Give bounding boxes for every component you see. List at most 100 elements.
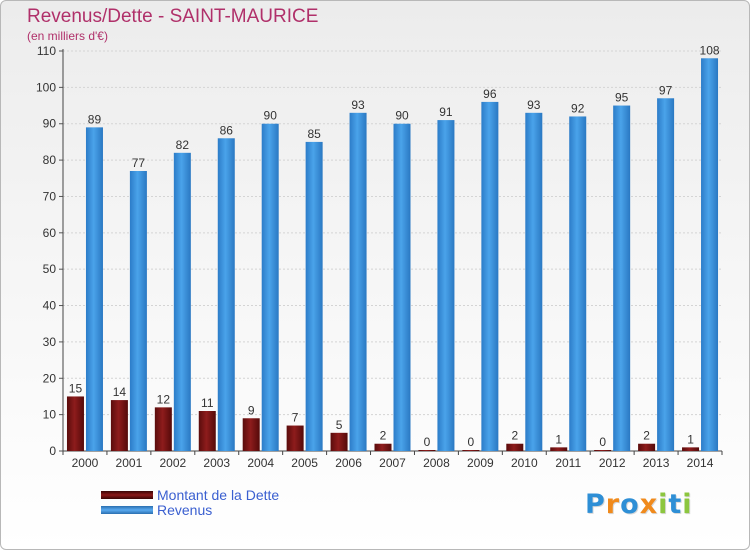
bar-revenus	[85, 127, 103, 451]
bar-dette	[66, 396, 84, 451]
chart-title: Revenus/Dette - SAINT-MAURICE	[27, 6, 319, 27]
bar-revenus	[437, 120, 455, 451]
bar-dette	[462, 450, 480, 451]
data-label-dette: 1	[687, 432, 694, 446]
bar-dette	[198, 411, 216, 451]
bar-revenus	[481, 101, 499, 451]
x-tick-label: 2001	[116, 456, 143, 470]
bar-revenus	[569, 116, 587, 452]
data-label-dette: 12	[157, 392, 171, 406]
data-label-revenus: 82	[176, 138, 190, 152]
y-tick-label: 60	[43, 226, 57, 240]
bar-dette	[110, 400, 128, 451]
x-tick-label: 2004	[247, 456, 274, 470]
y-tick-label: 80	[43, 153, 57, 167]
logo-letter: i	[658, 489, 669, 520]
legend: Montant de la Dette Revenus	[101, 486, 280, 518]
x-tick-label: 2003	[203, 456, 230, 470]
y-tick-label: 20	[43, 371, 57, 385]
bar-dette	[330, 432, 348, 451]
bar-dette	[154, 407, 172, 451]
bar-revenus	[701, 58, 719, 451]
bar-dette	[550, 447, 568, 451]
data-label-revenus: 95	[615, 91, 629, 105]
bar-revenus	[349, 112, 367, 452]
legend-label-dette: Montant de la Dette	[157, 486, 280, 503]
data-label-revenus: 86	[220, 123, 234, 137]
bar-revenus	[173, 152, 191, 451]
data-label-revenus: 90	[395, 109, 409, 123]
data-label-dette: 11	[201, 396, 214, 410]
bar-dette	[594, 450, 612, 451]
data-label-revenus: 93	[527, 98, 541, 112]
data-label-revenus: 85	[307, 127, 321, 141]
data-label-revenus: 93	[351, 98, 365, 112]
data-label-revenus: 92	[571, 101, 585, 115]
bar-revenus	[613, 105, 631, 451]
bar-revenus	[261, 123, 279, 452]
data-label-dette: 15	[69, 381, 83, 395]
data-label-revenus: 91	[439, 105, 453, 119]
y-tick-label: 30	[43, 335, 57, 349]
y-tick-label: 100	[36, 80, 56, 94]
data-label-dette: 5	[336, 418, 343, 432]
legend-item-dette: Montant de la Dette	[101, 486, 280, 503]
bar-revenus	[305, 141, 323, 451]
legend-swatch-revenus	[101, 505, 153, 514]
data-label-dette: 2	[380, 429, 387, 443]
data-label-dette: 0	[424, 435, 431, 449]
data-label-dette: 1	[555, 432, 562, 446]
x-tick-label: 2010	[511, 456, 538, 470]
data-label-revenus: 89	[88, 112, 102, 126]
bar-revenus	[393, 123, 411, 452]
data-label-revenus: 108	[700, 43, 720, 57]
data-label-revenus: 96	[483, 87, 497, 101]
y-tick-label: 50	[43, 262, 57, 276]
legend-item-revenus: Revenus	[101, 501, 279, 518]
data-label-revenus: 97	[659, 83, 673, 97]
chart-subtitle: (en milliers d'€)	[27, 29, 108, 43]
y-tick-label: 110	[37, 44, 56, 58]
bar-revenus	[217, 138, 235, 452]
data-label-dette: 0	[468, 435, 475, 449]
x-tick-label: 2002	[159, 456, 186, 470]
y-tick-label: 40	[43, 299, 57, 313]
bar-revenus	[657, 98, 675, 451]
data-label-revenus: 77	[132, 156, 146, 170]
logo-letter: r	[605, 489, 621, 520]
logo-letter: o	[620, 489, 640, 520]
x-tick-label: 2014	[687, 456, 714, 470]
y-tick-label: 0	[49, 444, 56, 458]
bar-revenus	[129, 171, 147, 451]
data-label-dette: 0	[599, 435, 606, 449]
data-label-revenus: 90	[264, 109, 278, 123]
x-tick-label: 2006	[335, 456, 362, 470]
logo-letter: t	[668, 489, 683, 520]
bar-dette	[506, 443, 524, 451]
legend-label-revenus: Revenus	[157, 501, 213, 518]
legend-swatch-dette	[101, 490, 153, 499]
bar-dette	[418, 450, 436, 451]
logo-letter: P	[585, 489, 606, 520]
data-label-dette: 2	[643, 429, 650, 443]
bar-revenus	[525, 112, 543, 452]
bar-dette	[242, 418, 260, 451]
bar-dette	[638, 443, 656, 451]
x-tick-label: 2013	[643, 456, 670, 470]
bar-dette	[374, 443, 392, 451]
data-label-dette: 2	[511, 429, 518, 443]
y-tick-label: 70	[43, 189, 57, 203]
data-label-dette: 9	[248, 403, 255, 417]
x-tick-label: 2005	[291, 456, 318, 470]
y-tick-label: 90	[43, 117, 57, 131]
proxiti-logo: Proxiti	[585, 489, 693, 520]
logo-letter: x	[639, 489, 659, 520]
x-tick-label: 2011	[555, 456, 581, 470]
x-tick-label: 2000	[72, 456, 99, 470]
logo-letter: i	[682, 489, 693, 520]
data-label-dette: 14	[113, 385, 127, 399]
x-tick-label: 2012	[599, 456, 626, 470]
bar-dette	[286, 425, 304, 451]
